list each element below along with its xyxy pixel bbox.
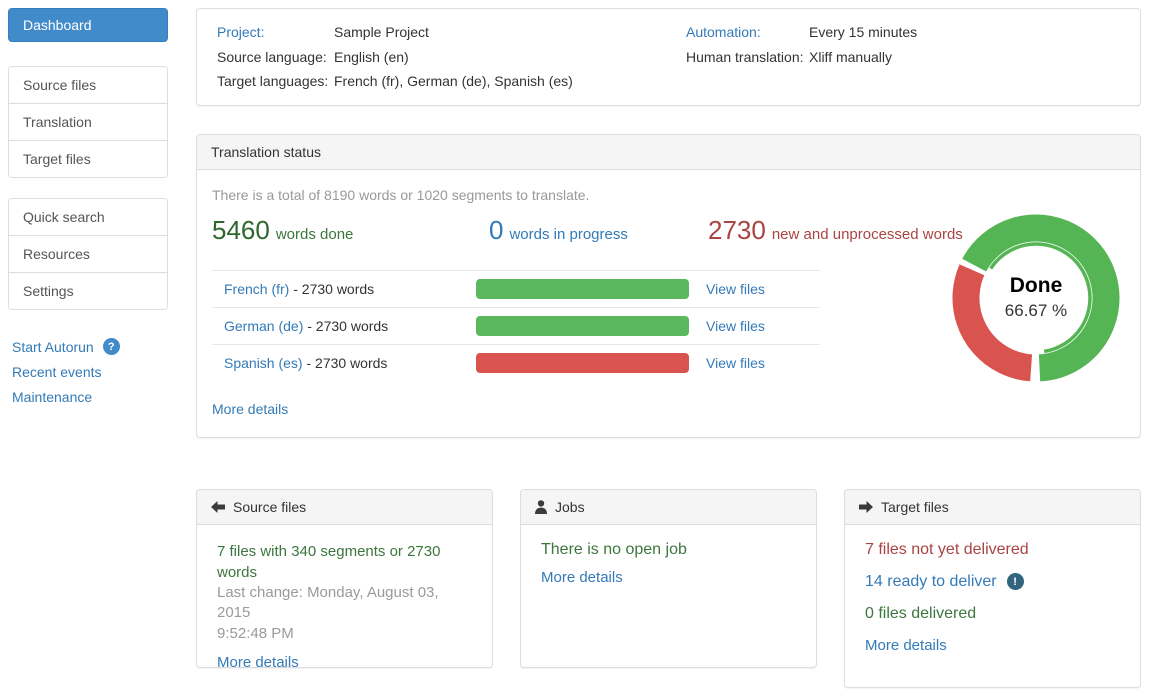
jobs-title: Jobs: [555, 498, 585, 515]
source-files-header: Source files: [197, 489, 492, 525]
arrow-left-icon: [211, 500, 225, 513]
source-files-title: Source files: [233, 498, 307, 515]
source-language-value: English (en): [334, 48, 409, 65]
translation-total-summary: There is a total of 8190 words or 1020 s…: [212, 186, 590, 203]
jobs-header: Jobs: [521, 489, 816, 525]
arrow-right-icon: [859, 500, 873, 513]
source-language-label: Source language:: [217, 48, 327, 65]
target-files-header: Target files: [845, 489, 1140, 525]
target-languages-label: Target languages:: [217, 73, 329, 89]
translation-status-body: There is a total of 8190 words or 1020 s…: [197, 170, 1140, 437]
language-words-german: - 2730 words: [303, 317, 389, 334]
done-donut-chart: Done 66.67 %: [952, 214, 1120, 382]
target-files-body: 7 files not yet delivered 14 ready to de…: [845, 525, 1140, 670]
view-files-link-spanish[interactable]: View files: [706, 354, 765, 371]
language-words-french: - 2730 words: [289, 280, 375, 297]
source-files-last-change: Last change: Monday, August 03, 2015: [217, 583, 439, 622]
target-files-more-details-link[interactable]: More details: [865, 636, 947, 654]
view-files-link-french[interactable]: View files: [706, 280, 765, 297]
target-files-ready-text: 14 ready to deliver: [865, 572, 997, 590]
start-autorun-link[interactable]: Start Autorun: [12, 338, 94, 355]
person-icon: [535, 499, 547, 514]
language-row-spanish: Spanish (es) - 2730 words View files: [212, 343, 820, 381]
target-languages-value: French (fr), German (de), Spanish (es): [334, 73, 573, 89]
language-progress-table: French (fr) - 2730 words View files Germ…: [212, 269, 820, 381]
target-files-ready-row: 14 ready to deliver !: [865, 573, 1120, 591]
human-translation-value: Xliff manually: [809, 48, 893, 65]
progress-bar-german: [476, 315, 689, 336]
stat-new-words: 2730 new and unprocessed words: [708, 214, 963, 245]
jobs-panel: Jobs There is no open job More details: [520, 488, 817, 668]
donut-done-label: Done: [1009, 274, 1063, 297]
source-files-more-details-link[interactable]: More details: [217, 654, 299, 671]
language-words-spanish: - 2730 words: [302, 354, 388, 371]
translation-status-panel: Translation status There is a total of 8…: [196, 133, 1141, 438]
donut-percent-value: 66.67 %: [1004, 301, 1068, 320]
sidebar-item-source-files[interactable]: Source files: [9, 67, 167, 103]
sidebar-nav-group-files: Source files Translation Target files: [8, 66, 168, 178]
progress-bar-french: [476, 278, 689, 299]
translation-stats: 5460 words done 0 words in progress 2730 ne…: [212, 215, 1120, 246]
target-files-not-delivered: 7 files not yet delivered: [865, 540, 1029, 558]
progress-bar-spanish: [476, 352, 689, 373]
language-row-german: German (de) - 2730 words View files: [212, 306, 820, 344]
donut-center-label: Done 66.67 %: [952, 214, 1120, 382]
question-mark-icon[interactable]: ?: [102, 338, 120, 355]
sidebar-item-resources[interactable]: Resources: [9, 235, 167, 272]
automation-value: Every 15 minutes: [809, 24, 918, 40]
recent-events-link[interactable]: Recent events: [12, 364, 102, 380]
translation-status-header: Translation status: [197, 134, 1140, 170]
project-value: Sample Project: [334, 24, 429, 40]
source-files-body: 7 files with 340 segments or 2730 words …: [197, 525, 492, 688]
human-translation-label: Human translation:: [686, 48, 804, 65]
target-files-title: Target files: [881, 498, 949, 515]
translation-status-title: Translation status: [211, 143, 321, 160]
project-link[interactable]: Project:: [217, 24, 265, 40]
sidebar-nav-group-tools: Quick search Resources Settings: [8, 198, 168, 310]
maintenance-link[interactable]: Maintenance: [12, 389, 93, 405]
source-files-panel: Source files 7 files with 340 segments o…: [196, 488, 493, 671]
language-row-french: French (fr) - 2730 words View files: [212, 269, 820, 307]
donut-svg: [952, 214, 1120, 381]
language-link-french[interactable]: French (fr): [224, 280, 290, 297]
target-files-panel: Target files 7 files not yet delivered 1…: [844, 488, 1141, 688]
sidebar-item-settings[interactable]: Settings: [9, 272, 167, 309]
target-files-delivered: 0 files delivered: [865, 604, 977, 622]
bottom-panels-row: Source files 7 files with 340 segments o…: [196, 488, 1141, 688]
donut-arc-inner: [980, 241, 1092, 354]
sidebar-item-quick-search[interactable]: Quick search: [9, 199, 167, 235]
source-files-last-change-time: 9:52:48 PM: [217, 624, 294, 642]
jobs-body: There is no open job More details: [521, 525, 816, 602]
view-files-link-german[interactable]: View files: [706, 317, 765, 334]
project-info-right: Automation: Every 15 minutes Human trans…: [686, 20, 917, 94]
language-link-german[interactable]: German (de): [224, 317, 304, 334]
project-info-left: Project: Sample Project Source language:…: [217, 20, 686, 94]
stat-words-in-progress: 0 words in progress: [489, 214, 628, 245]
exclamation-icon[interactable]: !: [1006, 573, 1024, 590]
automation-link[interactable]: Automation:: [686, 24, 761, 40]
main-content: Project: Sample Project Source language:…: [196, 8, 1141, 688]
sidebar-links: Start Autorun ? Recent events Maintenanc…: [8, 338, 168, 405]
stat-words-done: 5460 words done: [212, 214, 354, 245]
jobs-status-text: There is no open job: [541, 540, 687, 558]
project-info-panel: Project: Sample Project Source language:…: [196, 8, 1141, 106]
language-link-spanish[interactable]: Spanish (es): [224, 354, 303, 371]
sidebar: Dashboard Source files Translation Targe…: [8, 8, 168, 414]
sidebar-item-target-files[interactable]: Target files: [9, 140, 167, 177]
translation-more-details-link[interactable]: More details: [212, 400, 289, 417]
source-files-summary: 7 files with 340 segments or 2730 words: [217, 542, 441, 581]
jobs-more-details-link[interactable]: More details: [541, 568, 623, 586]
sidebar-item-dashboard[interactable]: Dashboard: [8, 8, 168, 42]
sidebar-item-translation[interactable]: Translation: [9, 103, 167, 140]
